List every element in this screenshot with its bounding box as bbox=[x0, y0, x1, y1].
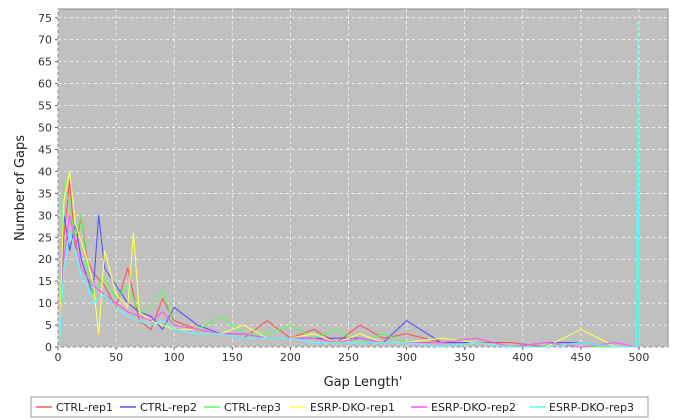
y-tick-label: 75 bbox=[38, 12, 52, 25]
y-tick-label: 55 bbox=[38, 100, 52, 113]
x-tick-label: 500 bbox=[628, 351, 649, 364]
x-tick-label: 450 bbox=[570, 351, 591, 364]
y-tick-label: 65 bbox=[38, 56, 52, 69]
legend-label-0: CTRL-rep1 bbox=[56, 401, 113, 414]
legend-label-3: ESRP-DKO-rep1 bbox=[310, 401, 395, 414]
series-line-5 bbox=[58, 21, 640, 348]
y-tick-label: 0 bbox=[45, 341, 52, 354]
legend: CTRL-rep1 CTRL-rep2 CTRL-rep3 ESRP-DKO-rep1… bbox=[36, 401, 634, 414]
x-tick-label: 400 bbox=[512, 351, 533, 364]
series-line-4 bbox=[58, 214, 639, 348]
y-axis-ticks: 0 5 10 15 20 25 30 35 40 45 50 55 60 65 70 75 bbox=[38, 12, 58, 354]
y-tick-label: 5 bbox=[45, 319, 52, 332]
legend-label-4: ESRP-DKO-rep2 bbox=[431, 401, 516, 414]
y-tick-label: 10 bbox=[38, 297, 52, 310]
x-tick-label: 350 bbox=[454, 351, 475, 364]
y-axis-title: Number of Gaps bbox=[13, 135, 28, 241]
y-tick-label: 70 bbox=[38, 34, 52, 47]
x-tick-label: 100 bbox=[164, 351, 185, 364]
y-tick-label: 40 bbox=[38, 165, 52, 178]
x-tick-label: 50 bbox=[109, 351, 123, 364]
plot-background bbox=[57, 8, 669, 348]
legend-label-5: ESRP-DKO-rep3 bbox=[549, 401, 634, 414]
x-tick-label: 250 bbox=[338, 351, 359, 364]
x-tick-label: 0 bbox=[55, 351, 62, 364]
y-tick-label: 20 bbox=[38, 253, 52, 266]
legend-label-1: CTRL-rep2 bbox=[140, 401, 197, 414]
y-tick-label: 15 bbox=[38, 275, 52, 288]
y-tick-label: 60 bbox=[38, 78, 52, 91]
y-tick-label: 30 bbox=[38, 209, 52, 222]
y-tick-label: 50 bbox=[38, 122, 52, 135]
legend-box bbox=[30, 396, 649, 418]
x-tick-label: 300 bbox=[396, 351, 417, 364]
y-tick-label: 45 bbox=[38, 143, 52, 156]
y-tick-label: 25 bbox=[38, 231, 52, 244]
x-tick-label: 150 bbox=[222, 351, 243, 364]
x-tick-label: 200 bbox=[280, 351, 301, 364]
y-tick-label: 35 bbox=[38, 187, 52, 200]
legend-label-2: CTRL-rep3 bbox=[224, 401, 281, 414]
x-axis-ticks: 0 50 100 150 200 250 300 350 400 450 500 bbox=[55, 347, 649, 364]
x-axis-title: Gap Length' bbox=[324, 375, 403, 390]
grid-lines bbox=[57, 9, 668, 348]
